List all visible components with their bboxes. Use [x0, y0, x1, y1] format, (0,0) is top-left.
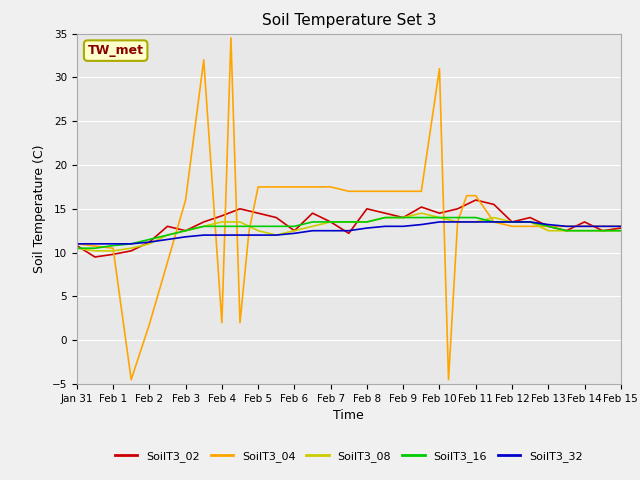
Text: TW_met: TW_met — [88, 44, 144, 57]
X-axis label: Time: Time — [333, 409, 364, 422]
Y-axis label: Soil Temperature (C): Soil Temperature (C) — [33, 144, 46, 273]
Legend: SoilT3_02, SoilT3_04, SoilT3_08, SoilT3_16, SoilT3_32: SoilT3_02, SoilT3_04, SoilT3_08, SoilT3_… — [110, 446, 588, 466]
Title: Soil Temperature Set 3: Soil Temperature Set 3 — [262, 13, 436, 28]
